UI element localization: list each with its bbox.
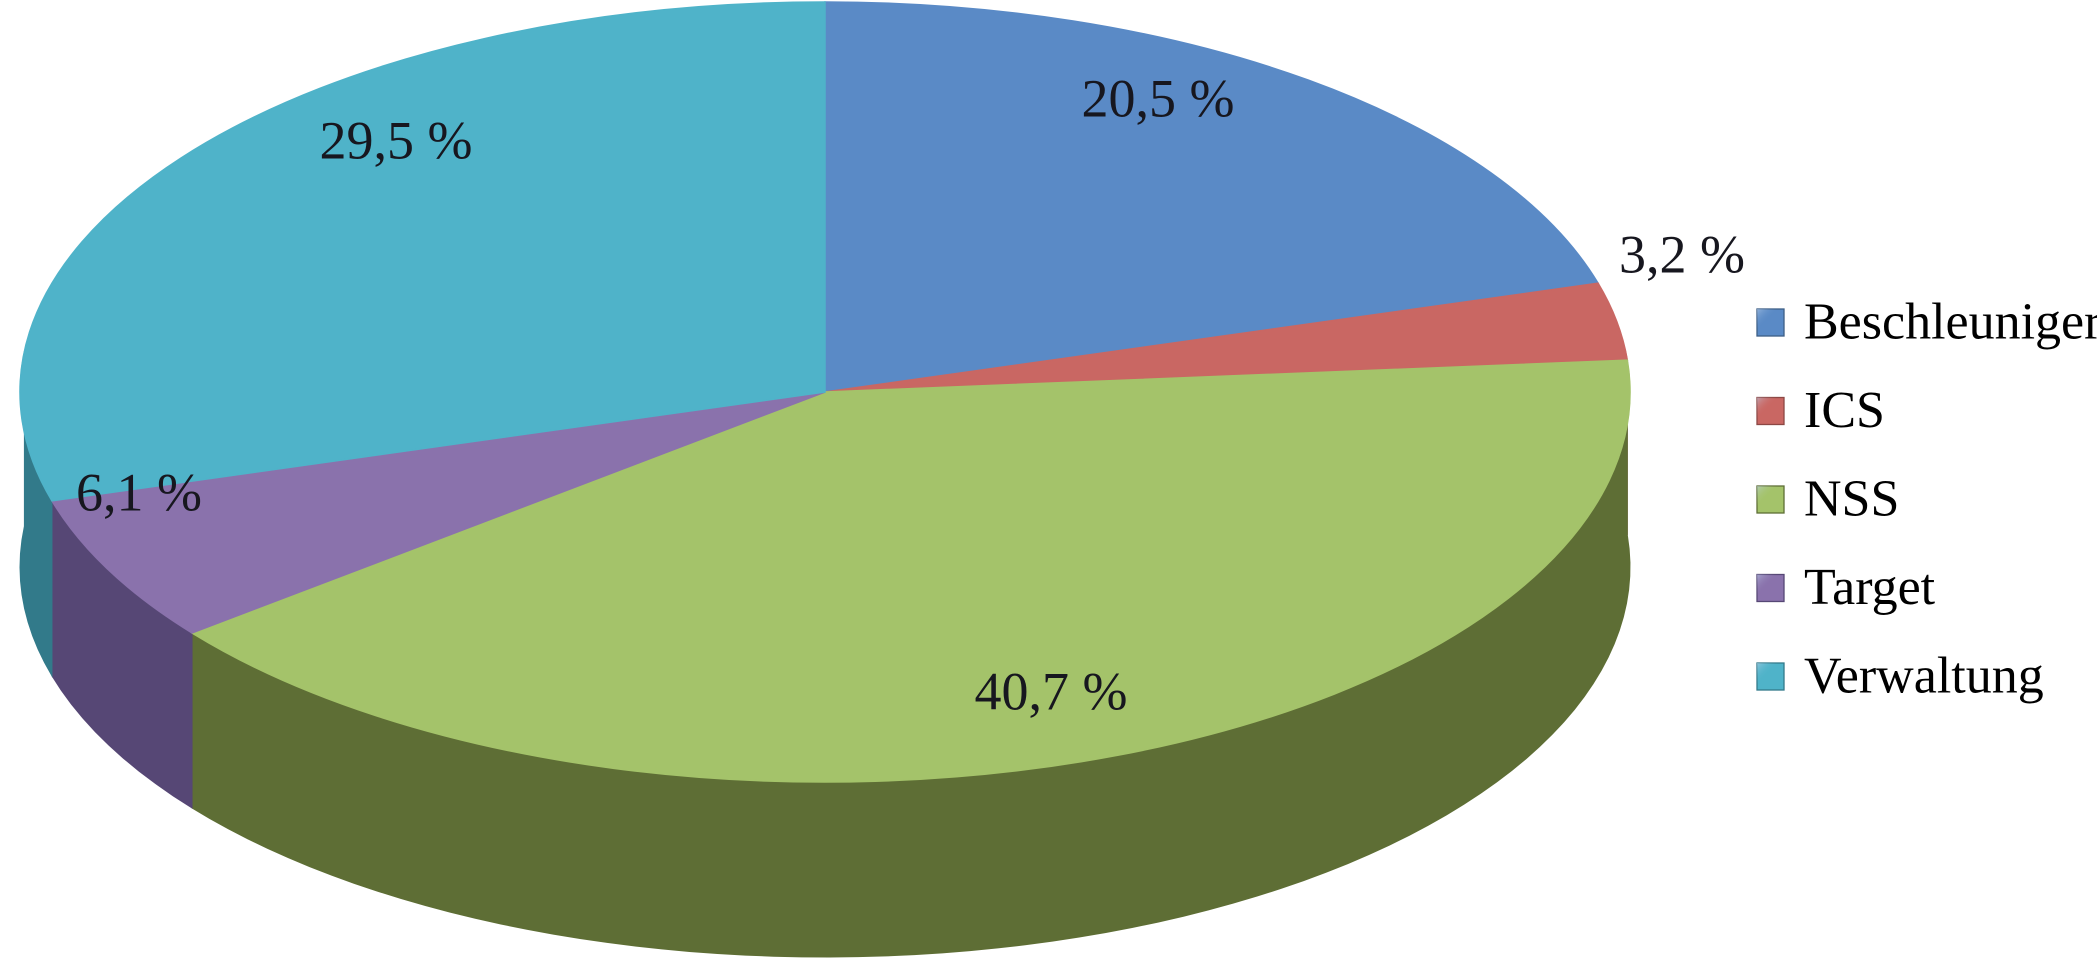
svg-text:Target: Target	[1804, 559, 1936, 616]
svg-text:6,1 %: 6,1 %	[76, 462, 202, 522]
svg-text:3,2 %: 3,2 %	[1619, 224, 1745, 284]
svg-text:40,7 %: 40,7 %	[975, 661, 1128, 721]
svg-text:ICS: ICS	[1804, 382, 1885, 439]
svg-text:NSS: NSS	[1804, 470, 1899, 527]
svg-text:Verwaltung: Verwaltung	[1804, 647, 2044, 704]
svg-text:29,5 %: 29,5 %	[320, 110, 473, 170]
svg-text:20,5 %: 20,5 %	[1082, 68, 1235, 128]
svg-text:Beschleuniger: Beschleuniger	[1804, 293, 2097, 350]
